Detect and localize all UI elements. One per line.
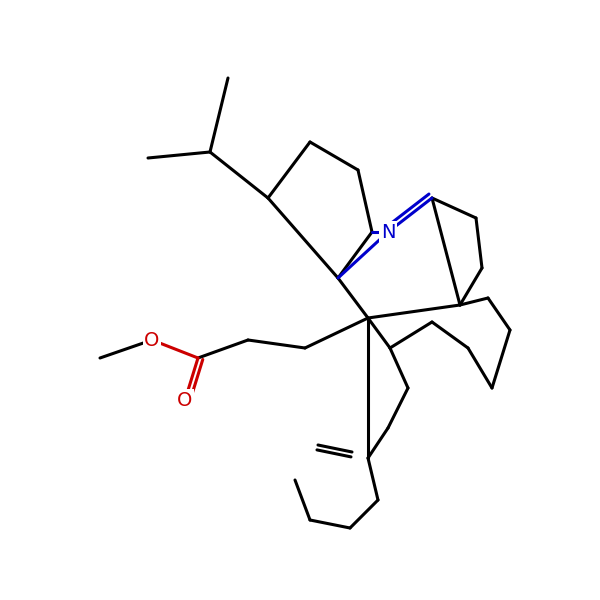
- Text: N: N: [381, 223, 395, 241]
- Text: O: O: [178, 391, 193, 409]
- Text: O: O: [145, 331, 160, 349]
